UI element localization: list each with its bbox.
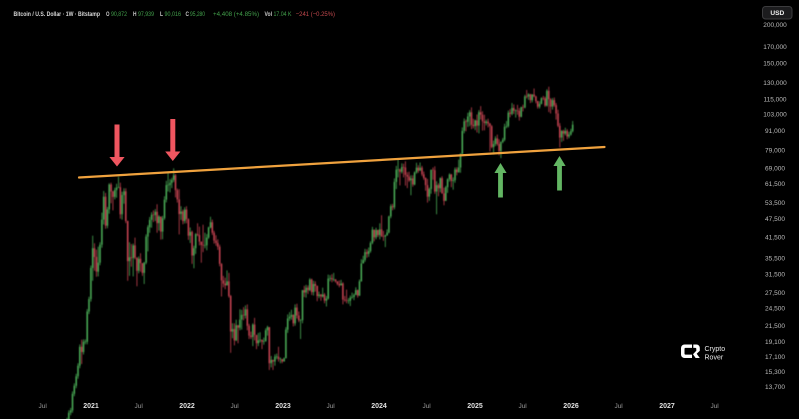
svg-text:Jul: Jul xyxy=(422,403,431,410)
svg-text:H: H xyxy=(133,11,137,18)
svg-text:2025: 2025 xyxy=(467,403,483,410)
svg-text:91,000: 91,000 xyxy=(765,128,785,135)
svg-text:61,500: 61,500 xyxy=(765,181,785,188)
svg-text:13,700: 13,700 xyxy=(765,384,785,391)
svg-text:15,300: 15,300 xyxy=(765,369,785,376)
svg-text:USD: USD xyxy=(770,10,784,17)
svg-text:53,500: 53,500 xyxy=(765,200,785,207)
svg-text:Crypto: Crypto xyxy=(705,346,726,353)
svg-text:2024: 2024 xyxy=(371,403,387,410)
svg-text:O: O xyxy=(106,11,110,18)
svg-text:170,000: 170,000 xyxy=(763,44,787,51)
svg-text:Jul: Jul xyxy=(135,403,144,410)
svg-text:97,939: 97,939 xyxy=(138,11,154,18)
svg-text:41,500: 41,500 xyxy=(765,234,785,241)
svg-text:Vol: Vol xyxy=(265,11,273,18)
svg-text:19,100: 19,100 xyxy=(765,339,785,346)
svg-text:2021: 2021 xyxy=(83,403,99,410)
svg-text:−241 (−0.25%): −241 (−0.25%) xyxy=(296,11,335,18)
svg-text:C: C xyxy=(186,11,190,18)
svg-text:2027: 2027 xyxy=(659,403,675,410)
svg-text:69,000: 69,000 xyxy=(765,166,785,173)
svg-text:+4,408 (+4.85%): +4,408 (+4.85%) xyxy=(213,11,259,18)
svg-text:200,000: 200,000 xyxy=(763,22,787,29)
svg-text:Jul: Jul xyxy=(326,403,335,410)
svg-text:L: L xyxy=(160,11,163,18)
svg-text:47,500: 47,500 xyxy=(765,216,785,223)
svg-text:Bitcoin / U.S. Dollar · 1W · B: Bitcoin / U.S. Dollar · 1W · Bitstamp xyxy=(14,11,101,18)
svg-text:90,016: 90,016 xyxy=(165,11,182,18)
svg-text:2023: 2023 xyxy=(275,403,291,410)
svg-text:2026: 2026 xyxy=(563,403,579,410)
svg-text:130,000: 130,000 xyxy=(763,80,787,87)
svg-text:27,500: 27,500 xyxy=(765,290,785,297)
svg-text:35,500: 35,500 xyxy=(765,255,785,262)
svg-text:Jul: Jul xyxy=(230,403,239,410)
svg-text:Rover: Rover xyxy=(705,354,724,361)
svg-text:150,000: 150,000 xyxy=(763,61,787,68)
svg-text:79,000: 79,000 xyxy=(765,147,785,154)
svg-text:24,500: 24,500 xyxy=(765,306,785,313)
svg-text:103,000: 103,000 xyxy=(763,112,787,119)
svg-text:115,000: 115,000 xyxy=(763,97,786,104)
svg-text:2022: 2022 xyxy=(179,403,195,410)
svg-text:Jul: Jul xyxy=(710,403,719,410)
svg-text:31,500: 31,500 xyxy=(765,272,785,279)
svg-text:Jul: Jul xyxy=(614,403,623,410)
svg-text:17.04 K: 17.04 K xyxy=(274,11,293,18)
svg-text:17,100: 17,100 xyxy=(765,354,785,361)
svg-text:90,872: 90,872 xyxy=(111,11,127,18)
svg-text:Jul: Jul xyxy=(39,403,48,410)
svg-text:21,500: 21,500 xyxy=(765,323,785,330)
svg-text:Jul: Jul xyxy=(518,403,527,410)
svg-text:95,280: 95,280 xyxy=(190,11,205,18)
